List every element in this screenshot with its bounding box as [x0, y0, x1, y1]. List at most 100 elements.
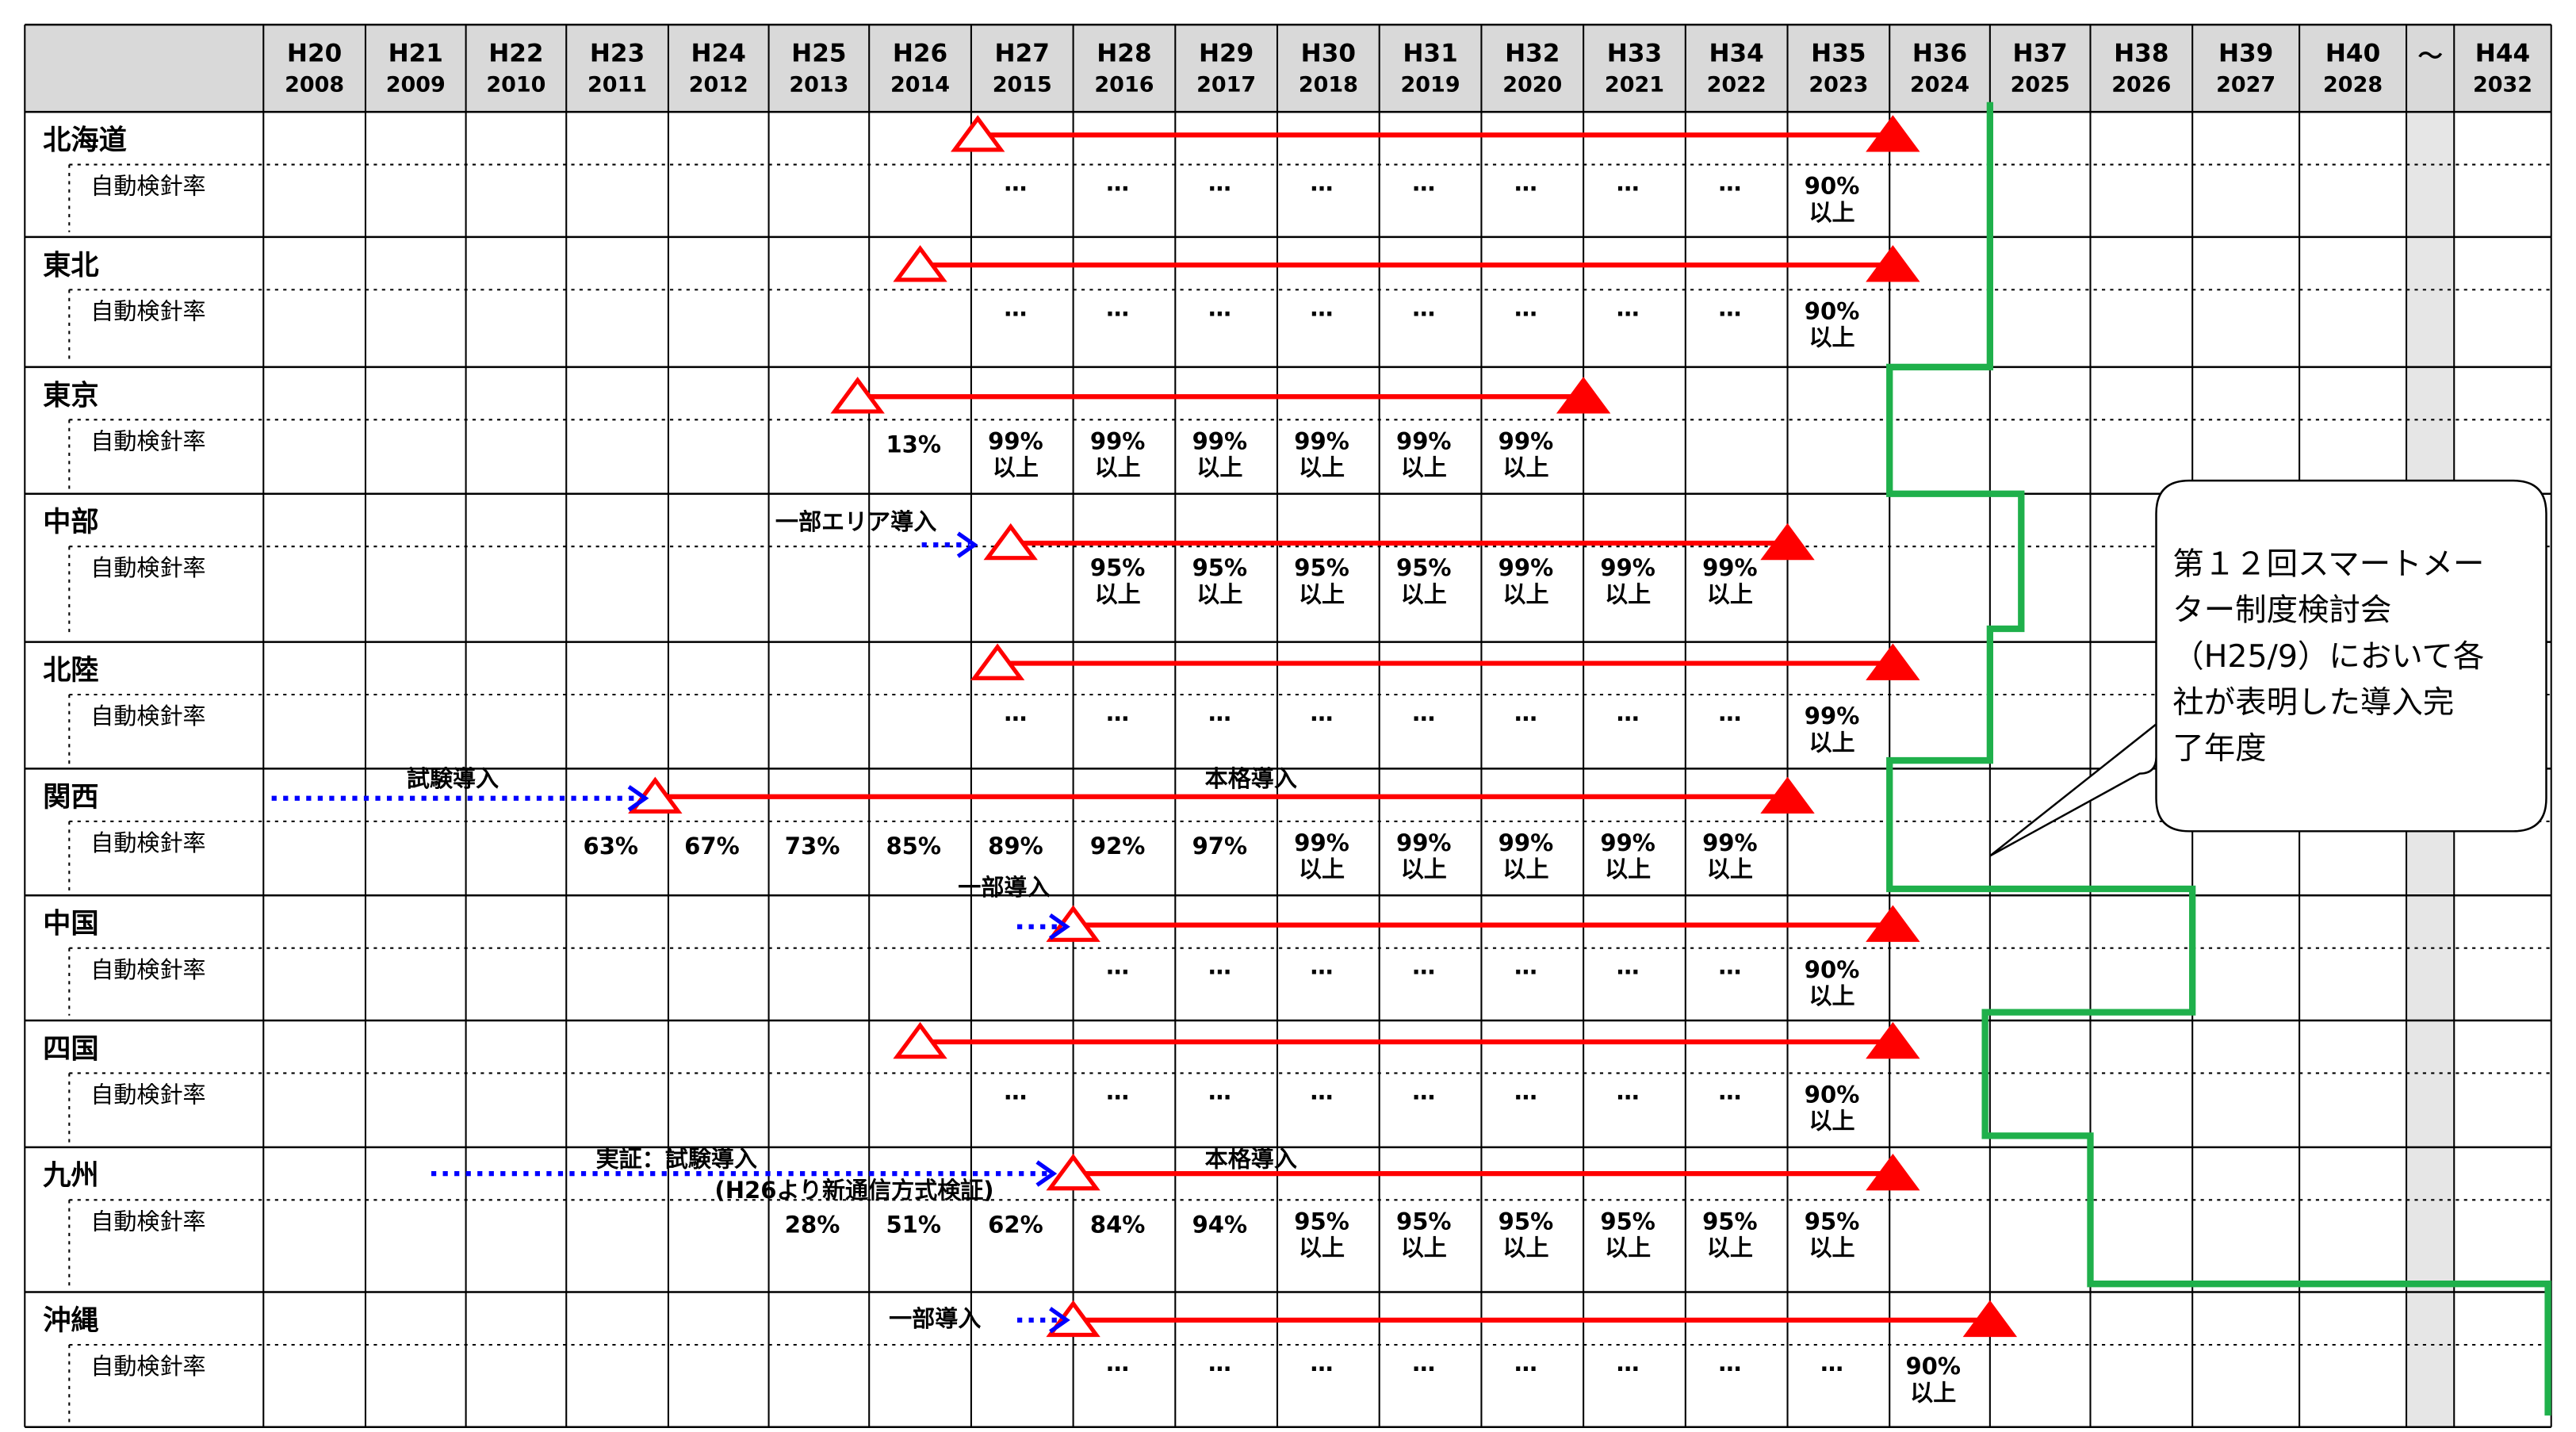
rate-value: …: [1208, 1078, 1231, 1105]
header-era: H39: [2218, 40, 2273, 68]
header-year: 2026: [2111, 72, 2171, 97]
region-label: 沖縄: [43, 1304, 99, 1337]
header-year: 2021: [1605, 72, 1664, 97]
rate-value: 95%: [1294, 554, 1349, 581]
header-era: H44: [2475, 40, 2530, 68]
rate-value: …: [1412, 699, 1435, 726]
start-marker: [893, 1021, 947, 1059]
header-era: H26: [893, 40, 947, 68]
region-label: 中国: [43, 908, 99, 940]
rate-value: …: [1617, 294, 1640, 321]
rate-value: 以上: [1502, 580, 1548, 607]
end-marker: [1760, 776, 1815, 814]
rate-value: …: [1718, 1350, 1741, 1376]
end-marker: [1866, 1153, 1920, 1191]
rate-value: …: [1617, 953, 1640, 980]
rate-value: 99%: [1499, 427, 1554, 454]
callout-bubble: [1989, 479, 2547, 857]
rate-value: …: [1718, 699, 1741, 726]
callout-line: ター制度検討会: [2172, 592, 2391, 629]
header-background: [25, 25, 2551, 113]
rate-value: 95%: [1192, 554, 1248, 581]
rate-value: 以上: [1809, 1108, 1855, 1135]
header-era: H35: [1811, 40, 1866, 68]
rate-value: …: [1208, 953, 1231, 980]
rate-value: 以上: [1910, 1379, 1956, 1406]
header-year: 2013: [789, 72, 848, 97]
metric-label: 自動検針率: [90, 703, 205, 729]
start-marker: [830, 377, 885, 414]
rate-value: 以上: [1401, 454, 1447, 481]
rate-value: 99%: [1192, 427, 1248, 454]
header-era: H20: [287, 40, 342, 68]
rate-value: 以上: [1299, 454, 1345, 481]
rate-value: 99%: [1499, 554, 1554, 581]
header-era: H23: [590, 40, 645, 68]
rate-value: …: [1106, 699, 1129, 726]
trial-arrowhead: [1049, 913, 1070, 940]
header-year: 2016: [1094, 72, 1154, 97]
rate-value: …: [1412, 294, 1435, 321]
rate-value: …: [1311, 699, 1334, 726]
trial-arrowhead: [627, 785, 649, 812]
rate-value: 51%: [886, 1212, 941, 1239]
rate-value: 以上: [1605, 856, 1651, 883]
rate-value: …: [1718, 1078, 1741, 1105]
rate-value: 99%: [1600, 554, 1655, 581]
rate-value: 99%: [1702, 554, 1758, 581]
rate-value: 以上: [1605, 1235, 1651, 1262]
end-marker: [1866, 115, 1920, 152]
region-label: 北海道: [43, 124, 127, 157]
header-era: H36: [1912, 40, 1967, 68]
rate-value: 95%: [1396, 554, 1452, 581]
header-year: 2028: [2323, 72, 2383, 97]
rate-value: 85%: [886, 833, 941, 860]
rate-value: 以上: [1502, 856, 1548, 883]
rate-value: …: [1106, 1350, 1129, 1376]
rate-value: …: [1004, 699, 1027, 726]
header-year: 2027: [2216, 72, 2276, 97]
rate-value: 95%: [1090, 554, 1146, 581]
rate-value: 94%: [1192, 1212, 1248, 1239]
phase-note: (H26より新通信方式検証): [714, 1177, 993, 1204]
region-label: 四国: [43, 1032, 99, 1065]
metric-label: 自動検針率: [90, 427, 205, 454]
metric-label: 自動検針率: [90, 554, 205, 581]
rate-value: 95%: [1499, 1208, 1554, 1235]
rate-value: 99%: [988, 427, 1043, 454]
header-era: H33: [1607, 40, 1662, 68]
header-year: 2011: [588, 72, 647, 97]
rate-value: 99%: [1499, 829, 1554, 856]
trial-arrowhead: [1049, 1307, 1070, 1334]
rate-value: …: [1820, 1350, 1843, 1376]
trial-arrowhead: [956, 531, 978, 558]
rate-value: 以上: [1809, 1235, 1855, 1262]
rate-value: …: [1106, 294, 1129, 321]
region-label: 関西: [43, 781, 99, 814]
end-marker: [1866, 643, 1920, 680]
rate-value: …: [1311, 1078, 1334, 1105]
rate-value: 95%: [1600, 1208, 1655, 1235]
phase-note: 本格導入: [1205, 1145, 1297, 1172]
rate-value: 95%: [1396, 1208, 1452, 1235]
rate-value: 99%: [1294, 829, 1349, 856]
rate-value: 99%: [1702, 829, 1758, 856]
rate-value: 90%: [1805, 297, 1860, 324]
metric-label: 自動検針率: [90, 1082, 205, 1108]
rate-value: 以上: [1809, 982, 1855, 1009]
end-marker: [1556, 377, 1611, 414]
phase-note: 本格導入: [1205, 765, 1297, 792]
rate-value: …: [1311, 1350, 1334, 1376]
metric-label: 自動検針率: [90, 956, 205, 983]
rate-value: …: [1208, 1350, 1231, 1376]
header-year: 2015: [993, 72, 1052, 97]
header-era: H32: [1505, 40, 1560, 68]
rate-value: …: [1718, 169, 1741, 196]
metric-label: 自動検針率: [90, 1353, 205, 1380]
rate-value: 89%: [988, 833, 1043, 860]
rate-value: …: [1004, 294, 1027, 321]
rate-value: 以上: [1196, 580, 1242, 607]
start-marker: [1046, 1300, 1100, 1338]
rate-value: 99%: [1396, 427, 1452, 454]
metric-label: 自動検針率: [90, 173, 205, 200]
